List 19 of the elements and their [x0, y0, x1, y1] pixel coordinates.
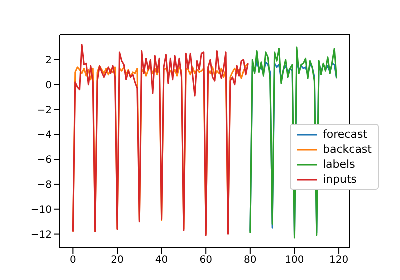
legend-label: inputs: [323, 172, 358, 187]
legend-label: forecast: [323, 127, 368, 142]
x-tick-label: 80: [244, 255, 257, 266]
y-tick-label: −12: [30, 230, 52, 241]
y-tick-label: 0: [46, 80, 52, 92]
x-tick-label: 0: [70, 255, 76, 266]
y-tick-label: 2: [46, 55, 52, 66]
legend-label: labels: [323, 157, 356, 172]
y-tick-label: −6: [37, 155, 52, 166]
x-tick-label: 20: [111, 255, 124, 266]
y-tick-label: −4: [37, 130, 52, 142]
x-tick-label: 120: [329, 255, 349, 266]
x-tick-label: 100: [285, 255, 304, 266]
x-tick-label: 60: [200, 255, 212, 266]
legend-label: backcast: [323, 142, 372, 157]
x-tick-label: 40: [155, 255, 168, 266]
y-tick-label: −2: [37, 105, 52, 116]
y-tick-label: −10: [30, 204, 52, 216]
y-tick-label: −8: [37, 180, 52, 192]
